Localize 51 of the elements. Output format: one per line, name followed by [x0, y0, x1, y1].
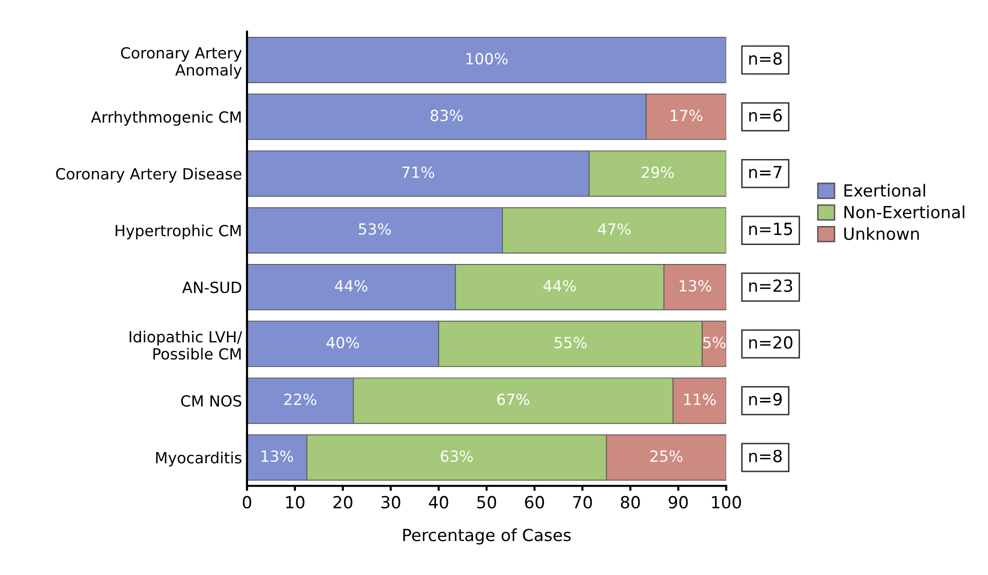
legend-label: Non-Exertional [844, 206, 964, 218]
y-tick-label: Arrhythmogenic CM [91, 110, 241, 126]
data-label: 83% [430, 110, 463, 122]
x-tick-label: 50 [477, 496, 496, 508]
data-label: 55% [554, 336, 587, 348]
data-label: 53% [358, 223, 391, 235]
data-label: 11% [684, 394, 716, 406]
x-tick-label: 0 [242, 496, 252, 508]
x-tick-label: 70 [573, 496, 592, 508]
x-tick-label: 30 [381, 496, 400, 508]
x-tick-label: 40 [428, 496, 448, 508]
data-label: 22% [284, 394, 316, 406]
data-label: 29% [642, 166, 674, 178]
legend-label: Unknown [844, 227, 919, 240]
text: n=15 [749, 222, 792, 236]
text: n=20 [749, 336, 792, 349]
data-label: 100% [466, 52, 508, 64]
data-label: 44% [334, 280, 368, 292]
x-tick-label: 20 [333, 496, 352, 508]
data-label: 17% [670, 110, 702, 122]
data-label: 67% [497, 394, 530, 406]
data-label: 40% [326, 336, 359, 348]
text: n=8 [749, 450, 782, 462]
x-tick-label: 80 [620, 496, 640, 508]
data-label: 13% [680, 280, 712, 292]
text: n=6 [749, 109, 782, 122]
y-tick-label: Coronary Artery Disease [56, 168, 242, 183]
data-label: 71% [402, 166, 434, 178]
data-label: 47% [598, 223, 630, 235]
y-tick-label: AN-SUD [182, 282, 242, 294]
legend-label: Exertional [844, 184, 926, 197]
y-tick-label: CM NOS [181, 395, 242, 407]
bar [247, 36, 726, 84]
y-tick-label: Idiopathic LVH/ Possible CM [130, 330, 242, 360]
data-label: 63% [440, 450, 473, 462]
text: n=8 [749, 52, 782, 65]
x-tick-label: 10 [286, 496, 304, 508]
y-tick-label: Hypertrophic CM [116, 224, 241, 240]
data-label: 25% [650, 450, 682, 462]
x-tick-label: 90 [668, 496, 688, 508]
data-label: 5% [703, 336, 726, 348]
y-tick-label: Myocarditis [156, 452, 242, 466]
x-tick-label: 60 [525, 496, 544, 508]
data-label: 13% [262, 450, 294, 462]
text: n=23 [749, 279, 792, 292]
y-tick-label: Coronary Artery Anomaly [121, 47, 242, 79]
text: n=9 [749, 392, 782, 406]
text: n=7 [749, 166, 782, 178]
data-label: 44% [543, 280, 576, 292]
x-axis-title: Percentage of Cases [403, 528, 571, 545]
x-tick-label: 100 [712, 496, 741, 508]
